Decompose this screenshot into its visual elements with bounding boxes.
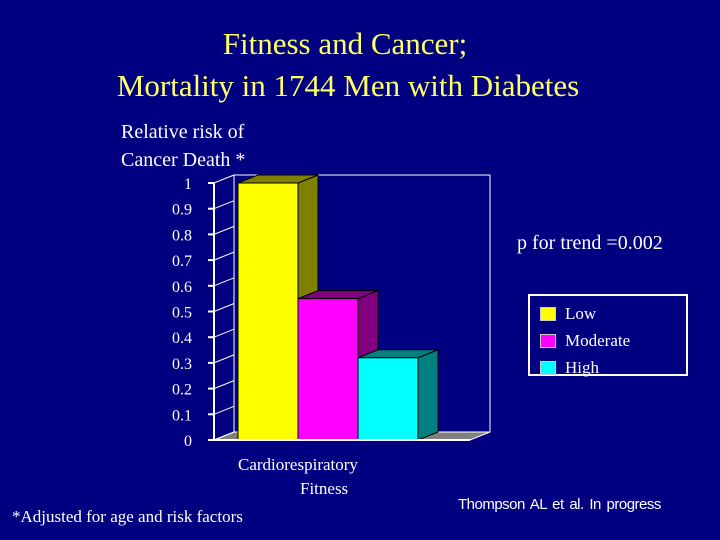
chart-title-line-2: Mortality in 1744 Men with Diabetes	[116, 68, 580, 103]
x-axis-label-line-2: Fitness	[300, 479, 349, 498]
y-tick-label: 0.6	[172, 279, 192, 296]
y-tick-label: 0.9	[172, 202, 192, 219]
legend-item-moderate: Moderate	[540, 327, 630, 354]
legend-label-high: High	[565, 357, 599, 377]
y-tick-wall-line	[213, 251, 235, 261]
y-tick-wall-line	[213, 354, 235, 364]
bar-low	[237, 182, 299, 441]
y-axis-label: Relative risk of Cancer Death *	[121, 118, 245, 174]
bar-side-high	[417, 349, 439, 441]
x-axis-label: Cardiorespiratory Fitness	[238, 453, 378, 501]
bar-moderate	[297, 298, 359, 441]
y-tick-label: 1	[184, 176, 192, 193]
y-tick-label: 0.2	[172, 382, 192, 399]
p-trend-annotation: p for trend =0.002	[517, 232, 663, 254]
legend-label-moderate: Moderate	[565, 330, 631, 350]
y-tick-label: 0.4	[172, 330, 192, 347]
y-tick-wall-line	[213, 174, 235, 184]
y-tick-wall-line	[213, 328, 235, 338]
y-tick-wall-line	[213, 200, 235, 210]
y-tick-label: 0.5	[172, 305, 192, 322]
y-tick-wall-line	[213, 405, 235, 415]
legend-label-low: Low	[565, 303, 597, 323]
legend-item-low: Low	[540, 300, 596, 327]
y-tick-wall-line	[213, 225, 235, 235]
chart-title-line-1: Fitness and Cancer;	[222, 26, 468, 61]
y-axis-label-line-1: Relative risk of	[121, 121, 245, 143]
bar-high	[357, 357, 419, 441]
legend-swatch-low	[540, 306, 556, 321]
y-tick-label: 0.8	[172, 227, 192, 244]
chart-legend: Low Moderate High	[528, 294, 688, 377]
y-tick-label: 0.1	[172, 407, 192, 424]
citation: Thompson AL et al. In progress	[458, 496, 661, 513]
footnote: *Adjusted for age and risk factors	[12, 507, 243, 526]
x-axis-label-line-1: Cardiorespiratory	[238, 455, 358, 474]
y-tick-label: 0.7	[172, 253, 192, 270]
y-tick-wall-line	[213, 431, 235, 441]
y-tick-wall-line	[213, 277, 235, 287]
y-axis-label-line-2: Cancer Death *	[121, 149, 246, 171]
legend-swatch-high	[540, 360, 556, 375]
y-tick-wall-line	[213, 303, 235, 312]
y-tick-wall-line	[213, 380, 235, 390]
y-tick-label: 0.3	[172, 356, 192, 373]
legend-item-high: High	[540, 354, 599, 381]
legend-swatch-moderate	[540, 333, 556, 348]
y-tick-label: 0	[184, 433, 192, 450]
